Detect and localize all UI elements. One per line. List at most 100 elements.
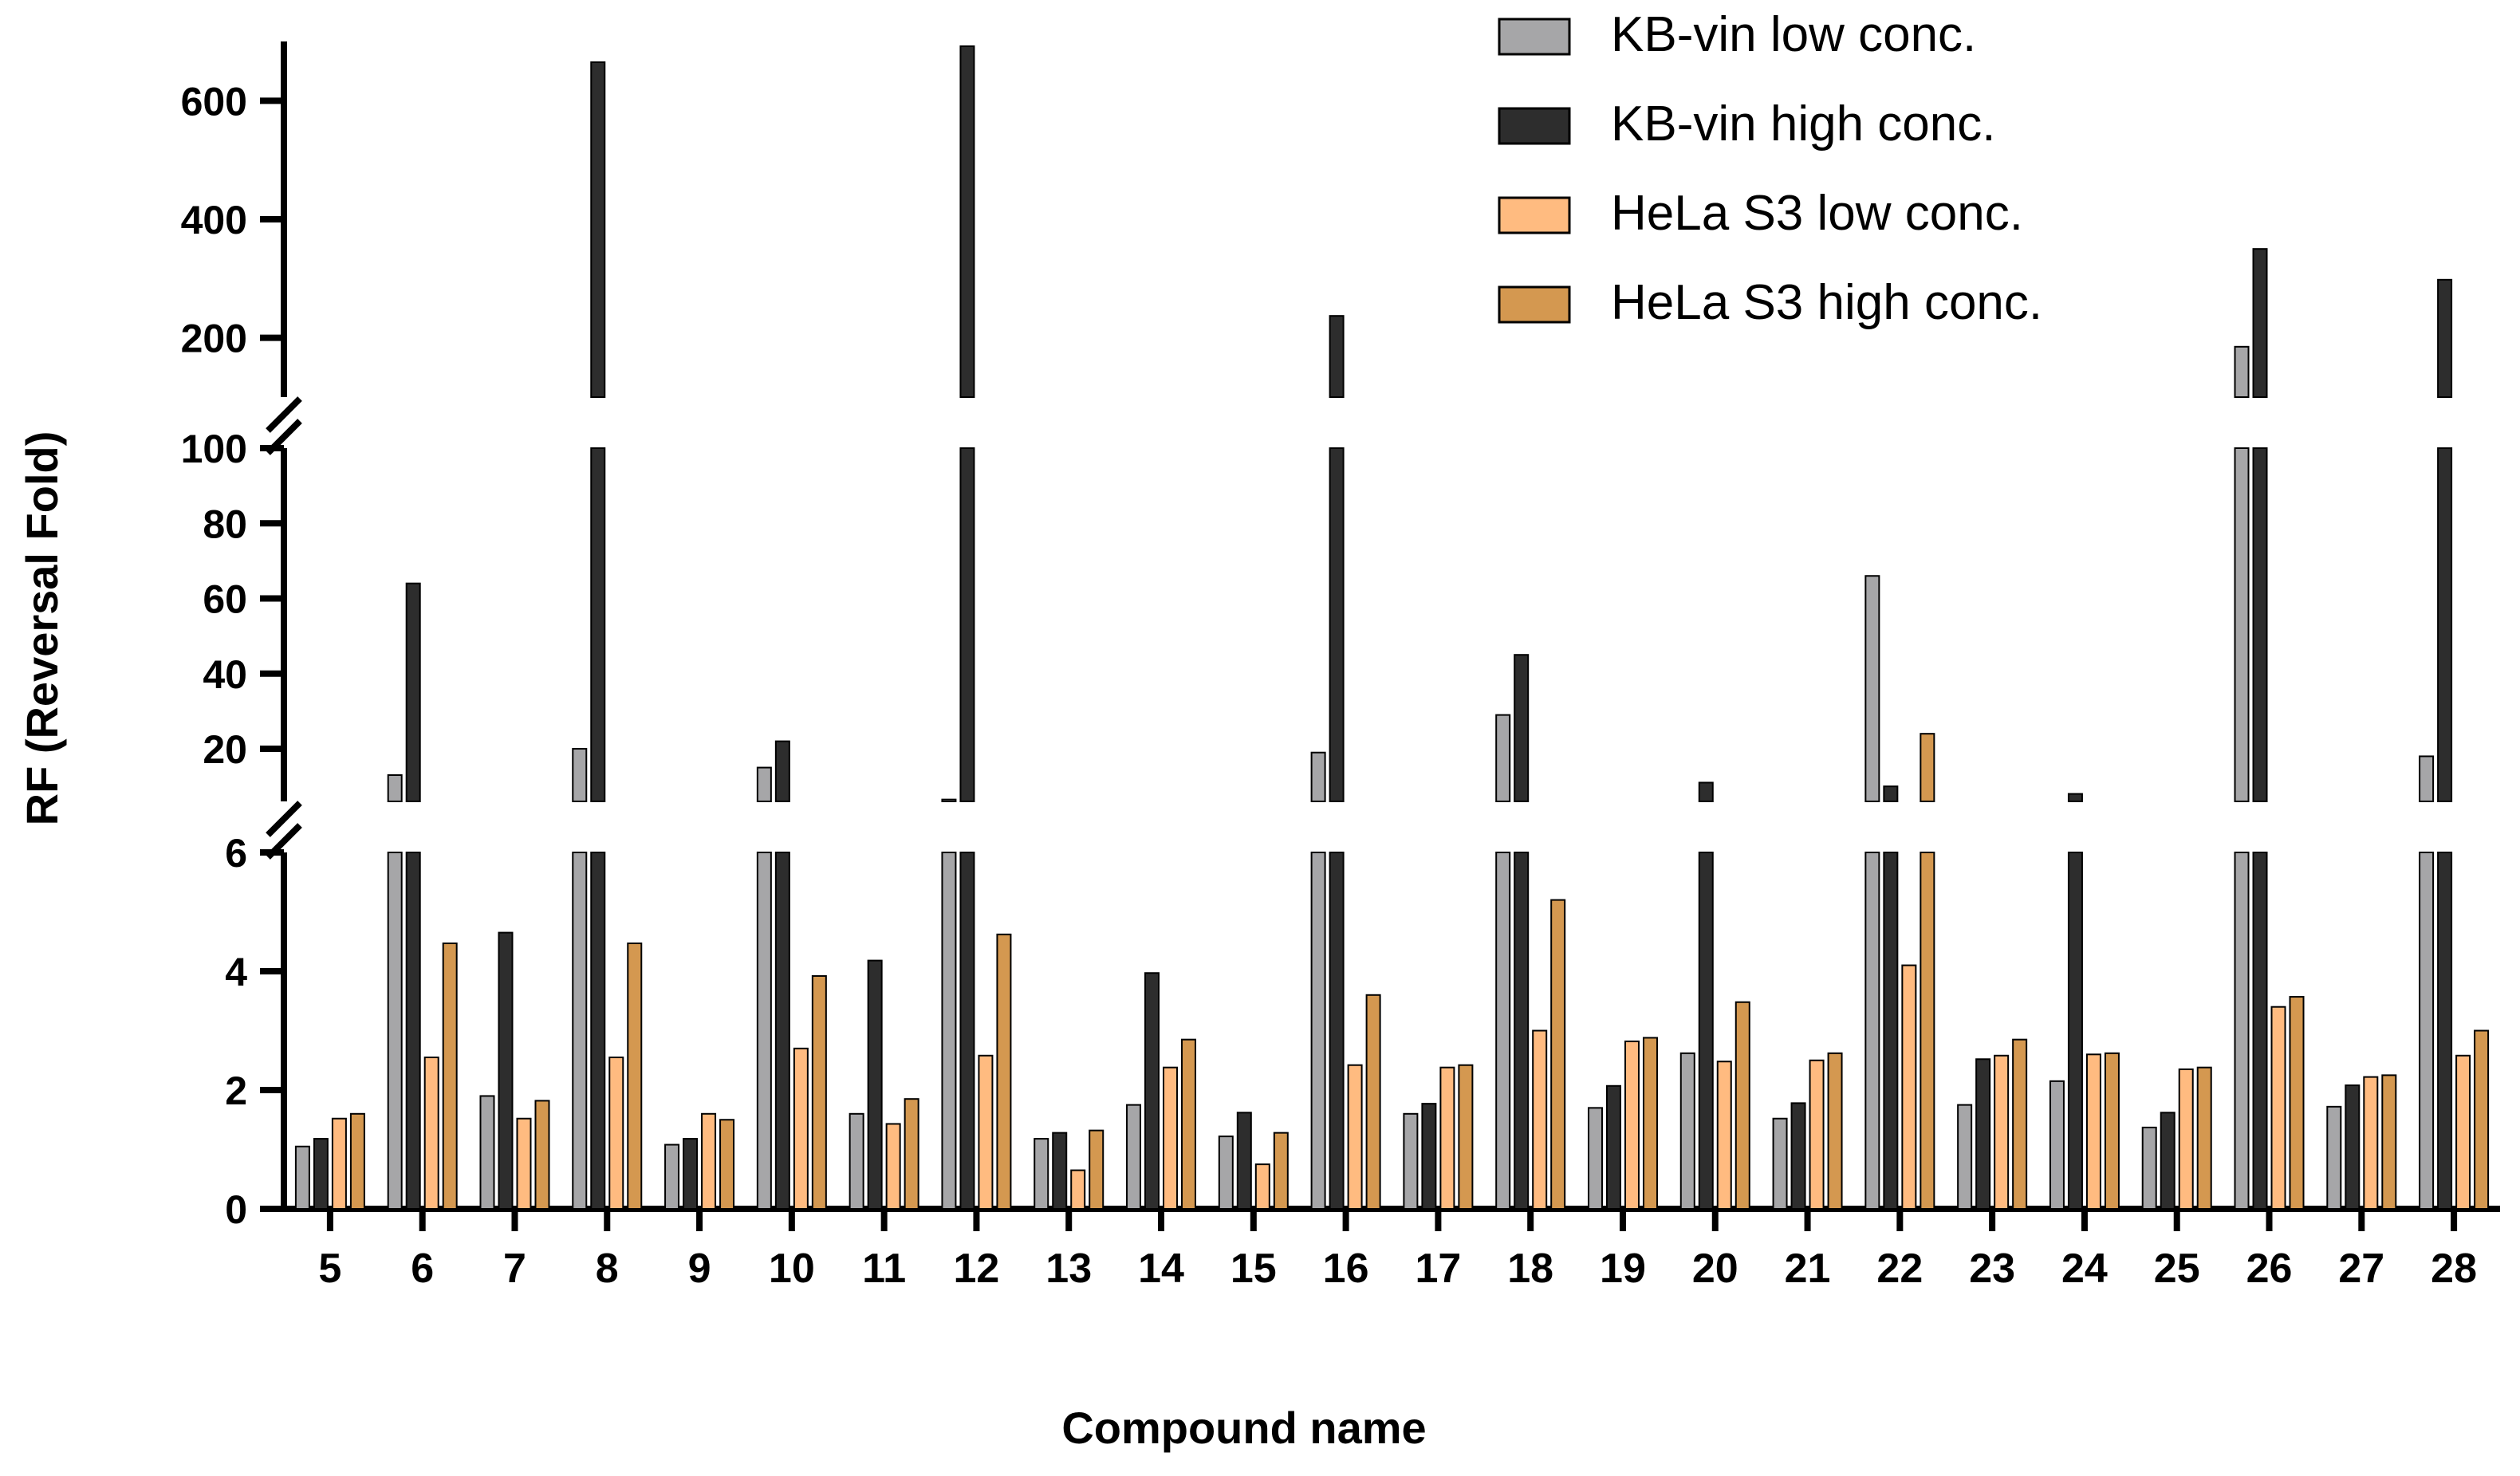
bar-kb-vin-low-conc--10 (756, 852, 772, 1210)
bar-kb-vin-high-conc--26 (2252, 447, 2268, 802)
y-tick-label: 4 (225, 950, 247, 994)
bar-kb-vin-high-conc--12 (959, 447, 975, 802)
bar-hela-s3-low-conc--12 (978, 1054, 994, 1210)
bar-kb-vin-low-conc--12 (941, 852, 957, 1210)
bar-kb-vin-low-conc--19 (1587, 1107, 1603, 1210)
legend: KB-vin low conc. KB-vin high conc. HeLa S3… (1498, 7, 2042, 330)
bar-hela-s3-low-conc--22 (1901, 964, 1917, 1210)
y-tick-label: 100 (181, 427, 247, 471)
bar-kb-vin-low-conc--18 (1495, 714, 1511, 802)
x-tick-label: 12 (954, 1246, 1000, 1292)
bar-kb-vin-high-conc--7 (498, 931, 514, 1210)
legend-label: KB-vin high conc. (1611, 96, 1995, 152)
bar-hela-s3-low-conc--5 (331, 1117, 347, 1210)
y-tick-label: 60 (203, 577, 247, 622)
bar-hela-s3-low-conc--15 (1254, 1163, 1270, 1210)
axis-break-mark (266, 823, 302, 860)
y-tick-label: 600 (181, 79, 247, 124)
bar-hela-s3-high-conc--22 (1920, 852, 1935, 1210)
bar-kb-vin-low-conc--28 (2419, 852, 2435, 1210)
bar-hela-s3-high-conc--10 (811, 974, 827, 1210)
y-tick-label: 20 (203, 727, 247, 772)
x-tick-label: 14 (1138, 1246, 1184, 1292)
bar-hela-s3-high-conc--12 (996, 933, 1012, 1210)
bar-hela-s3-low-conc--25 (2178, 1068, 2194, 1210)
bar-kb-vin-low-conc--6 (387, 852, 403, 1210)
bar-hela-s3-high-conc--8 (627, 942, 643, 1210)
bar-hela-s3-low-conc--6 (423, 1057, 439, 1210)
bar-kb-vin-low-conc--13 (1034, 1138, 1049, 1210)
x-tick-label: 5 (318, 1246, 341, 1292)
y-tick-label: 80 (203, 502, 247, 546)
bar-kb-vin-high-conc--17 (1421, 1103, 1437, 1210)
bar-hela-s3-low-conc--8 (608, 1057, 624, 1210)
bar-kb-vin-low-conc--8 (572, 748, 588, 803)
bar-kb-vin-high-conc--10 (774, 852, 790, 1210)
bar-hela-s3-low-conc--24 (2085, 1053, 2101, 1210)
bar-kb-vin-high-conc--28 (2437, 278, 2453, 398)
bar-kb-vin-low-conc--10 (756, 766, 772, 802)
bar-hela-s3-low-conc--19 (1624, 1040, 1640, 1210)
bar-hela-s3-low-conc--21 (1809, 1059, 1825, 1210)
bar-kb-vin-low-conc--24 (2049, 1080, 2065, 1210)
bar-hela-s3-low-conc--20 (1716, 1061, 1732, 1210)
bar-kb-vin-high-conc--25 (2160, 1112, 2175, 1210)
bar-kb-vin-high-conc--14 (1144, 972, 1160, 1210)
bar-kb-vin-low-conc--12 (941, 798, 957, 802)
bar-hela-s3-low-conc--18 (1532, 1029, 1548, 1210)
bar-hela-s3-high-conc--17 (1458, 1064, 1474, 1210)
bar-hela-s3-high-conc--9 (719, 1119, 735, 1210)
x-tick-label: 15 (1230, 1246, 1277, 1292)
bar-kb-vin-high-conc--16 (1329, 315, 1345, 398)
x-tick-label: 6 (411, 1246, 434, 1292)
x-tick-label: 27 (2338, 1246, 2384, 1292)
axis-break-mark (266, 801, 302, 837)
bar-hela-s3-high-conc--25 (2196, 1066, 2212, 1210)
bar-kb-vin-low-conc--6 (387, 774, 403, 802)
bar-kb-vin-high-conc--16 (1329, 852, 1345, 1210)
bar-kb-vin-high-conc--22 (1883, 785, 1899, 802)
x-axis-title: Compound name (1061, 1403, 1426, 1453)
bar-kb-vin-low-conc--26 (2234, 852, 2250, 1210)
bar-hela-s3-high-conc--18 (1550, 899, 1566, 1210)
bar-kb-vin-high-conc--13 (1052, 1132, 1068, 1210)
bar-hela-s3-low-conc--9 (701, 1112, 717, 1210)
bar-kb-vin-low-conc--8 (572, 852, 588, 1210)
bar-kb-vin-low-conc--16 (1310, 852, 1326, 1210)
legend-swatch (1498, 18, 1571, 56)
bar-kb-vin-high-conc--18 (1514, 852, 1530, 1210)
bar-kb-vin-low-conc--26 (2234, 345, 2250, 399)
x-tick-label: 25 (2154, 1246, 2200, 1292)
y-tick-label: 40 (203, 652, 247, 697)
bar-kb-vin-high-conc--24 (2067, 852, 2083, 1210)
bar-kb-vin-low-conc--17 (1403, 1112, 1419, 1210)
bar-hela-s3-high-conc--19 (1642, 1037, 1658, 1210)
bar-kb-vin-high-conc--20 (1698, 852, 1714, 1210)
bar-kb-vin-high-conc--19 (1605, 1084, 1621, 1210)
bar-kb-vin-low-conc--7 (479, 1095, 495, 1210)
axis-break-mark (266, 419, 302, 455)
bar-hela-s3-high-conc--26 (2289, 996, 2305, 1210)
bar-hela-s3-low-conc--17 (1439, 1066, 1455, 1210)
bar-hela-s3-high-conc--14 (1181, 1038, 1197, 1210)
bar-hela-s3-low-conc--11 (885, 1123, 901, 1210)
bar-kb-vin-high-conc--23 (1975, 1058, 1991, 1210)
legend-label: HeLa S3 high conc. (1611, 275, 2042, 330)
bar-hela-s3-high-conc--7 (534, 1100, 550, 1210)
bar-kb-vin-high-conc--8 (590, 852, 606, 1210)
bar-kb-vin-high-conc--16 (1329, 447, 1345, 802)
bar-kb-vin-high-conc--28 (2437, 447, 2453, 802)
bar-hela-s3-low-conc--7 (516, 1117, 532, 1210)
x-tick-label: 18 (1507, 1246, 1553, 1292)
bar-kb-vin-low-conc--27 (2326, 1105, 2342, 1210)
legend-swatch (1498, 196, 1571, 234)
bar-hela-s3-high-conc--11 (904, 1098, 919, 1210)
bar-kb-vin-low-conc--23 (1957, 1104, 1973, 1210)
y-tick-label: 200 (181, 317, 247, 361)
bar-kb-vin-low-conc--20 (1679, 1052, 1695, 1210)
bar-hela-s3-high-conc--27 (2381, 1074, 2397, 1210)
bar-kb-vin-high-conc--6 (405, 852, 421, 1210)
bar-kb-vin-high-conc--15 (1236, 1112, 1252, 1210)
